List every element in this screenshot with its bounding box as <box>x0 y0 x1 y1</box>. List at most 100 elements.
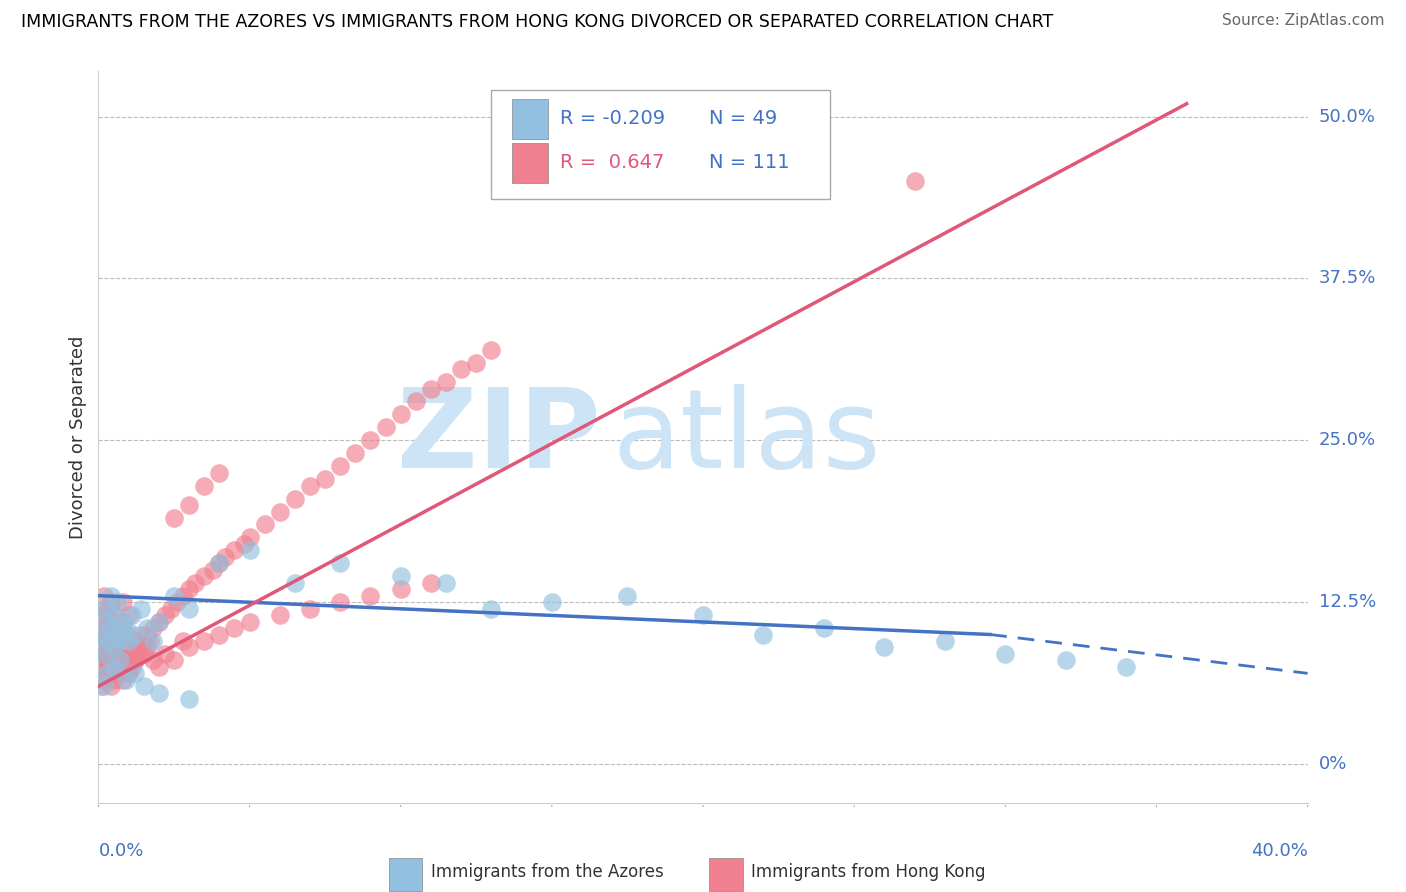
Point <box>118 634 141 648</box>
Point <box>434 575 457 590</box>
Point <box>153 647 176 661</box>
Point <box>172 634 194 648</box>
Point <box>124 627 146 641</box>
FancyBboxPatch shape <box>512 143 548 183</box>
Point <box>616 589 638 603</box>
Point <box>118 660 141 674</box>
Point <box>148 660 170 674</box>
Point <box>450 362 472 376</box>
Point <box>103 660 125 674</box>
Y-axis label: Divorced or Separated: Divorced or Separated <box>69 335 87 539</box>
Point <box>103 653 125 667</box>
Point <box>420 382 443 396</box>
Point <box>193 634 215 648</box>
Point <box>179 498 201 512</box>
Point <box>172 589 194 603</box>
Point <box>179 582 201 597</box>
Point <box>111 615 134 629</box>
Point <box>114 647 136 661</box>
Point <box>96 666 118 681</box>
Point <box>105 666 128 681</box>
Point <box>994 647 1017 661</box>
Point <box>93 653 115 667</box>
Point <box>129 627 152 641</box>
Point <box>269 504 291 518</box>
Point <box>299 478 322 492</box>
Point <box>103 608 125 623</box>
Point <box>193 478 215 492</box>
Point <box>752 627 775 641</box>
FancyBboxPatch shape <box>709 858 742 890</box>
Point <box>208 557 231 571</box>
Point <box>111 673 134 687</box>
Point <box>121 640 143 655</box>
Point <box>142 634 165 648</box>
Point <box>129 601 152 615</box>
Point <box>114 673 136 687</box>
Point <box>314 472 336 486</box>
Point <box>121 608 143 623</box>
Point <box>179 601 201 615</box>
Point <box>434 375 457 389</box>
Point <box>96 634 118 648</box>
Point <box>108 660 131 674</box>
Point <box>100 621 122 635</box>
Point <box>360 434 382 448</box>
Point <box>93 601 115 615</box>
Point <box>1115 660 1137 674</box>
Point <box>100 660 122 674</box>
FancyBboxPatch shape <box>512 99 548 139</box>
Point <box>269 608 291 623</box>
Point <box>90 634 112 648</box>
Text: Immigrants from Hong Kong: Immigrants from Hong Kong <box>751 863 986 881</box>
Point <box>329 459 352 474</box>
Point <box>481 343 503 357</box>
Point <box>121 660 143 674</box>
Point <box>96 653 118 667</box>
Point <box>813 621 835 635</box>
Point <box>96 601 118 615</box>
Point <box>129 640 152 655</box>
Point <box>344 446 367 460</box>
Text: 25.0%: 25.0% <box>1319 432 1376 450</box>
Point <box>124 653 146 667</box>
Point <box>208 627 231 641</box>
Point <box>93 673 115 687</box>
Point <box>208 557 231 571</box>
Point <box>118 666 141 681</box>
Point <box>111 615 134 629</box>
Point <box>105 647 128 661</box>
Text: 40.0%: 40.0% <box>1251 842 1308 860</box>
Point <box>163 653 186 667</box>
Point <box>360 589 382 603</box>
Point <box>481 601 503 615</box>
Point <box>148 615 170 629</box>
Text: R = -0.209: R = -0.209 <box>561 110 665 128</box>
Text: N = 49: N = 49 <box>709 110 778 128</box>
Point <box>132 634 155 648</box>
Point <box>108 634 131 648</box>
Point <box>96 666 118 681</box>
Point <box>153 608 176 623</box>
Point <box>96 647 118 661</box>
Text: atlas: atlas <box>613 384 880 491</box>
Point <box>103 608 125 623</box>
Point <box>100 615 122 629</box>
Point <box>389 582 412 597</box>
Point <box>118 647 141 661</box>
Point <box>239 615 262 629</box>
Text: IMMIGRANTS FROM THE AZORES VS IMMIGRANTS FROM HONG KONG DIVORCED OR SEPARATED CO: IMMIGRANTS FROM THE AZORES VS IMMIGRANTS… <box>21 13 1053 31</box>
Point <box>111 595 134 609</box>
Point <box>873 640 896 655</box>
Point <box>132 647 155 661</box>
Text: 50.0%: 50.0% <box>1319 108 1375 126</box>
Point <box>105 640 128 655</box>
Point <box>184 575 207 590</box>
Point <box>284 575 307 590</box>
Point <box>284 491 307 506</box>
Text: Source: ZipAtlas.com: Source: ZipAtlas.com <box>1222 13 1385 29</box>
Point <box>389 408 412 422</box>
Point <box>224 543 246 558</box>
Point <box>127 634 149 648</box>
Text: ZIP: ZIP <box>396 384 600 491</box>
